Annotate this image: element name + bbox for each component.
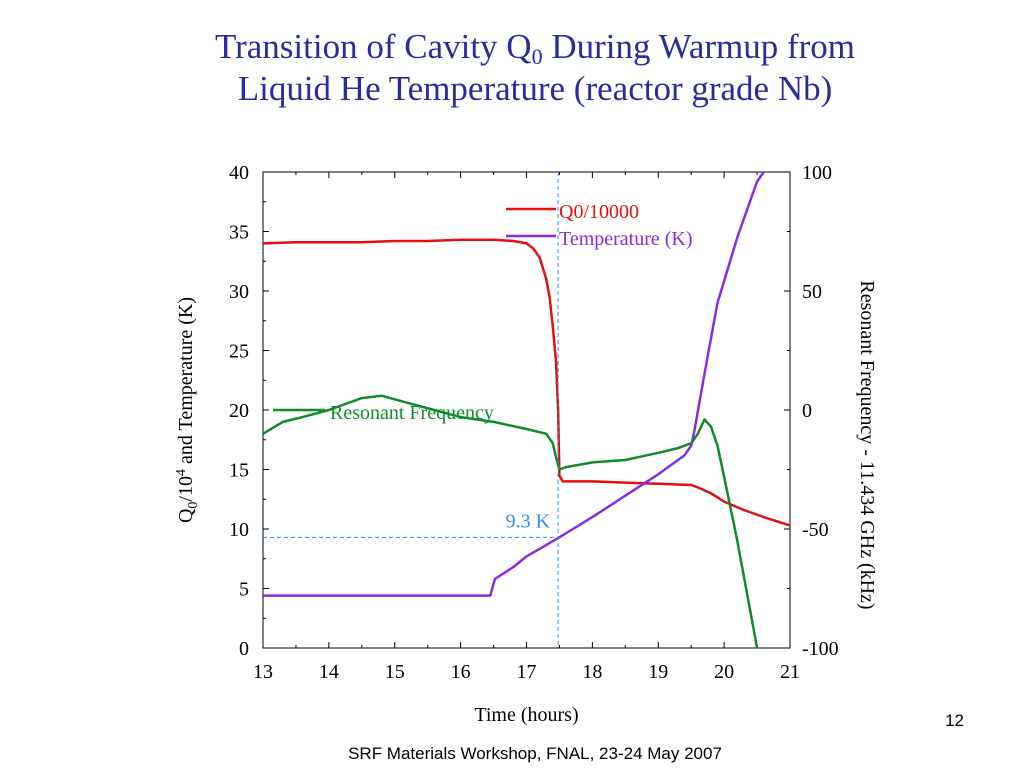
slide-title-line-2: Liquid He Temperature (reactor grade Nb) [237, 69, 833, 108]
y-left-axis-label-part: Q [175, 508, 197, 523]
x-tick-label: 16 [451, 661, 471, 683]
x-tick-label: 20 [714, 661, 734, 683]
series-line [263, 171, 765, 597]
x-tick-label: 15 [385, 661, 405, 683]
y-right-tick-label: -50 [802, 519, 829, 541]
y-right-tick-label: 50 [802, 281, 822, 303]
y-left-tick-label: 5 [239, 579, 249, 601]
guides-group: 9.3 K [263, 172, 559, 648]
y-left-tick-label: 35 [229, 222, 249, 244]
y-left-tick-label: 40 [229, 162, 249, 184]
y-left-axis-label-part: 0 [186, 502, 201, 509]
y-left-axis-label-part: and Temperature (K) [175, 297, 197, 469]
y-right-tick-label: 0 [802, 400, 812, 422]
axis-ticks: 13 14 15 16 17 18 19 20 21 0 5 10 15 20 25 30 35 40 -100 -5… [229, 162, 839, 683]
legend: Q0/10000 Temperature (K) Resonant Frequenc… [273, 201, 693, 424]
y-left-tick-label: 15 [229, 460, 249, 482]
x-axis-label: Time (hours) [474, 704, 578, 726]
series-line [262, 394, 759, 649]
title-subscript: 0 [531, 44, 543, 69]
y-left-tick-label: 20 [229, 400, 249, 422]
x-tick-label: 21 [780, 661, 800, 683]
y-left-axis-label: Q0/104 and Temperature (K) [174, 297, 201, 523]
x-tick-label: 18 [582, 661, 602, 683]
legend-label: Resonant Frequency [330, 402, 494, 424]
axis-labels: Time (hours)Q0/104 and Temperature (K) Re… [174, 280, 878, 726]
slide-title: Transition of Cavity Q0 During Warmup fr… [0, 26, 1024, 110]
x-tick-label: 17 [517, 661, 537, 683]
y-left-axis-label-part: 4 [174, 469, 189, 476]
y-right-axis-label: Resonant Frequency - 11.434 GHz (kHz) [856, 280, 878, 609]
y-left-axis-label-part: /10 [175, 476, 197, 502]
title-text-rest: During Warmup from [542, 27, 856, 66]
slide-title-line-1: Transition of Cavity Q0 During Warmup fr… [0, 26, 1024, 68]
legend-label: Q0/10000 [559, 201, 639, 223]
x-tick-label: 13 [253, 661, 273, 683]
y-left-tick-label: 10 [229, 519, 249, 541]
annotation-label: 9.3 K [506, 510, 551, 532]
footer: SRF Materials Workshop, FNAL, 23-24 May … [348, 744, 722, 763]
series-line [262, 238, 791, 527]
series-group [262, 171, 791, 649]
y-right-tick-label: -100 [802, 638, 839, 660]
legend-label: Temperature (K) [559, 228, 693, 250]
y-right-tick-label: 100 [802, 162, 832, 184]
x-tick-label: 19 [648, 661, 668, 683]
page-number: 12 [945, 711, 964, 730]
y-left-tick-label: 30 [229, 281, 249, 303]
x-tick-label: 14 [319, 661, 339, 683]
title-text: Transition of Cavity Q [214, 27, 532, 66]
y-left-tick-label: 0 [239, 638, 249, 660]
y-left-tick-label: 25 [229, 341, 249, 363]
